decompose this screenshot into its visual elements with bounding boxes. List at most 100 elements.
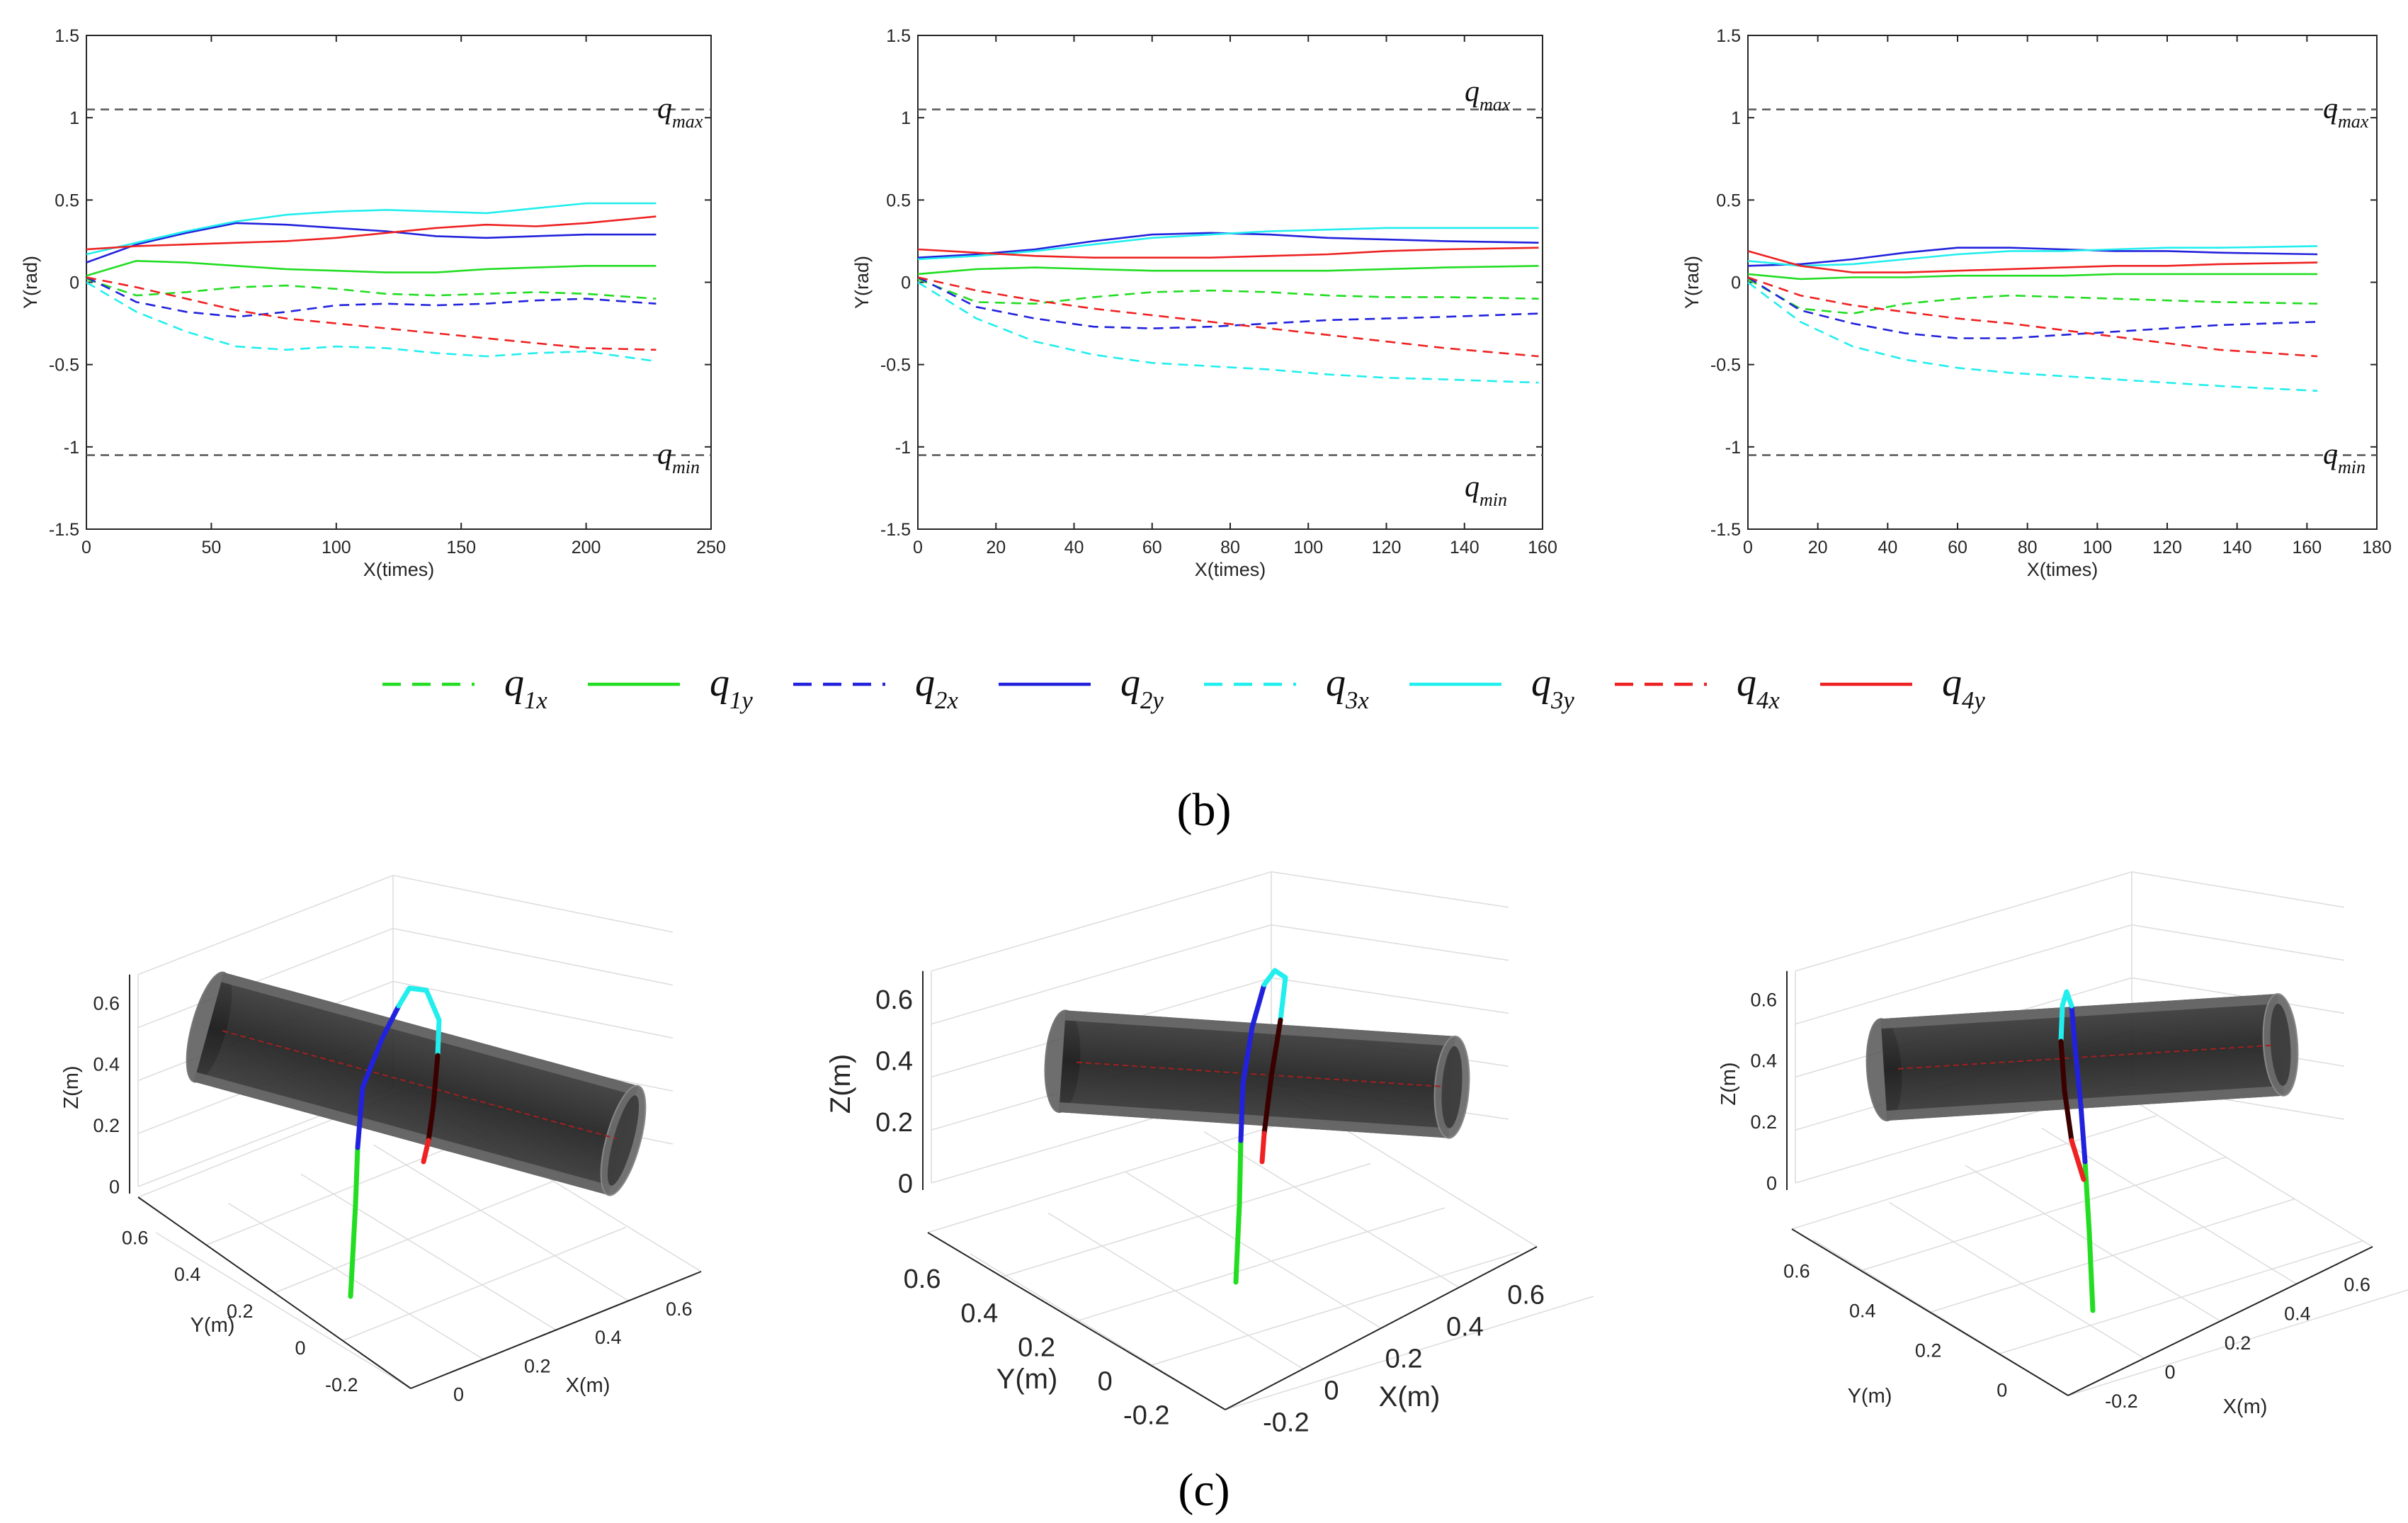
grid-line [342, 1226, 627, 1342]
robot-segment-q3 [2058, 989, 2074, 1044]
y-tick-label: -1 [64, 438, 79, 458]
x-tick-label: 50 [201, 538, 221, 557]
legend-label-2y: q2y [1120, 661, 1164, 714]
legend: q1x q1y q2x q2y q3x q3y q4x q4y [382, 661, 1985, 714]
series-line-q2y [1747, 247, 2318, 267]
pipe-cylinder [1044, 1009, 1470, 1139]
joint-limit-label-max: qmax [1465, 76, 1511, 115]
robot-3d-plot-right: 0 0.2 0.4 0.6 Z(m) 0.6 0.4 0.2 0 Y(m) -0.2 0 0.2 0.4 0… [1717, 871, 2408, 1418]
joint-limit-label-min: qmin [2323, 438, 2366, 477]
x-tick-label: 0 [913, 538, 923, 557]
x-tick-label: 100 [2082, 538, 2112, 557]
y-tick-label: 0.2 [1018, 1332, 1055, 1362]
grid-line [1001, 1162, 1371, 1278]
y-tick-label: 0.5 [1716, 191, 1741, 210]
series-line-q3y [1747, 245, 2318, 267]
z-tick-label: 0.6 [93, 992, 120, 1014]
legend-label-3x: q3x [1326, 661, 1369, 714]
joint-angle-chart-middle: -1.5 -1 -0.5 0 0.5 1 1.5 0 20 40 60 80 100 120 140 160 X… [851, 26, 1557, 580]
series-line-q3y [86, 202, 657, 256]
grid-line [1271, 977, 1509, 1014]
y-axis-label: Y(rad) [20, 256, 41, 309]
grid-line [300, 1173, 557, 1331]
series-line-q3x [86, 281, 657, 363]
robot-segment-q4 [421, 1138, 431, 1165]
y-tick-label: -1.5 [1710, 520, 1741, 540]
pipe-cylinder [1865, 993, 2299, 1121]
grid-line [1965, 1165, 2221, 1322]
y-tick-label: -0.5 [1710, 356, 1741, 375]
joint-limit-label-min-symbol: q [2323, 438, 2338, 470]
x-axis-label: X(times) [363, 559, 435, 580]
z-tick-label: 0.2 [875, 1108, 913, 1138]
x-tick-label: 160 [1528, 538, 1557, 557]
legend-label-2y-symbol: q [1120, 661, 1140, 705]
series-line-q4x [1747, 276, 2318, 358]
y-axis-label: Y(m) [1848, 1385, 1892, 1408]
series-line-q4y [86, 215, 657, 251]
y-tick-label: 1.5 [55, 26, 79, 46]
z-axis-label: Z(m) [60, 1065, 83, 1109]
x-tick-label: 0 [1743, 538, 1753, 557]
z-axis-label: Z(m) [825, 1054, 856, 1114]
y-tick-label: 0 [1997, 1380, 2007, 1401]
series-line-q2x [86, 276, 657, 318]
pipe-cylinder [186, 971, 647, 1196]
series-line-q3x [917, 281, 1539, 384]
legend-label-1y-subscript: 1y [729, 686, 753, 714]
y-tick-label: 1.5 [1716, 26, 1741, 46]
x-axis-line [2067, 1246, 2373, 1396]
joint-limit-label-min-subscript: min [2338, 457, 2366, 477]
grid-line [137, 875, 394, 975]
joint-limit-label-max-symbol: q [2323, 93, 2338, 125]
grid-line [1271, 871, 1509, 908]
x-tick-label: 20 [1808, 538, 1828, 557]
grid-line [392, 875, 674, 933]
y-tick-label: 0.4 [1849, 1301, 1876, 1322]
series-line-q2x [1747, 276, 2318, 339]
legend-label-4y-symbol: q [1942, 661, 1962, 705]
y-tick-label: 0.6 [122, 1227, 149, 1248]
y-tick-label: -0.5 [880, 356, 911, 375]
x-tick-label: 80 [1220, 538, 1240, 557]
x-tick-label: 0 [2164, 1361, 2175, 1383]
y-axis-label: Y(m) [191, 1314, 235, 1337]
robot-segment-q4-inside [2058, 1038, 2074, 1143]
y-axis-line [1791, 1228, 2069, 1396]
grid-line [205, 1131, 490, 1246]
pipe-wall-top [221, 972, 639, 1096]
series-line-q1x [917, 278, 1539, 305]
panel-label-c: (c) [1178, 1464, 1229, 1516]
x-tick-label: 180 [2362, 538, 2392, 557]
legend-label-3y-subscript: 3y [1550, 686, 1574, 714]
y-tick-label: 1.5 [886, 26, 911, 46]
x-tick-label: -0.2 [2105, 1391, 2138, 1412]
robot-segment-q3 [1261, 968, 1288, 1023]
joint-limit-label-max-symbol: q [657, 93, 672, 125]
grid-line [137, 927, 394, 1029]
legend-label-2x-symbol: q [915, 661, 935, 705]
pipe-opening [1441, 1046, 1463, 1128]
pipe-body [1059, 1010, 1455, 1138]
x-axis-label: X(times) [2027, 559, 2099, 580]
z-tick-label: 0 [109, 1176, 120, 1197]
grid-3d [927, 871, 1594, 1410]
robot-segment-q4 [2069, 1138, 2086, 1182]
joint-limit-label-min: qmin [1465, 470, 1507, 509]
y-tick-label: 1 [69, 108, 79, 128]
y-tick-label: 0.5 [55, 191, 79, 210]
legend-label-4y-subscript: 4y [1962, 686, 1985, 714]
x-tick-label: 80 [2018, 538, 2038, 557]
robot-3d-plot-middle: 0 0.2 0.4 0.6 Z(m) 0.6 0.4 0.2 0 -0.2 Y(m) -0.2 0 0.2… [825, 871, 1594, 1438]
grid-line [2067, 1289, 2408, 1396]
x-tick-label: 0 [81, 538, 91, 557]
z-tick-label: 0.4 [93, 1054, 120, 1075]
robot-segment-q4-inside [426, 1053, 441, 1143]
robot-segment-q2 [355, 1003, 402, 1150]
y-tick-label: -1 [1725, 438, 1741, 458]
legend-label-1x-symbol: q [504, 661, 524, 705]
joint-limit-label-max: qmax [657, 93, 703, 132]
robot-segment-q3 [396, 985, 442, 1058]
series-line-q2x [917, 276, 1539, 329]
pipe-opening [2270, 1003, 2291, 1086]
